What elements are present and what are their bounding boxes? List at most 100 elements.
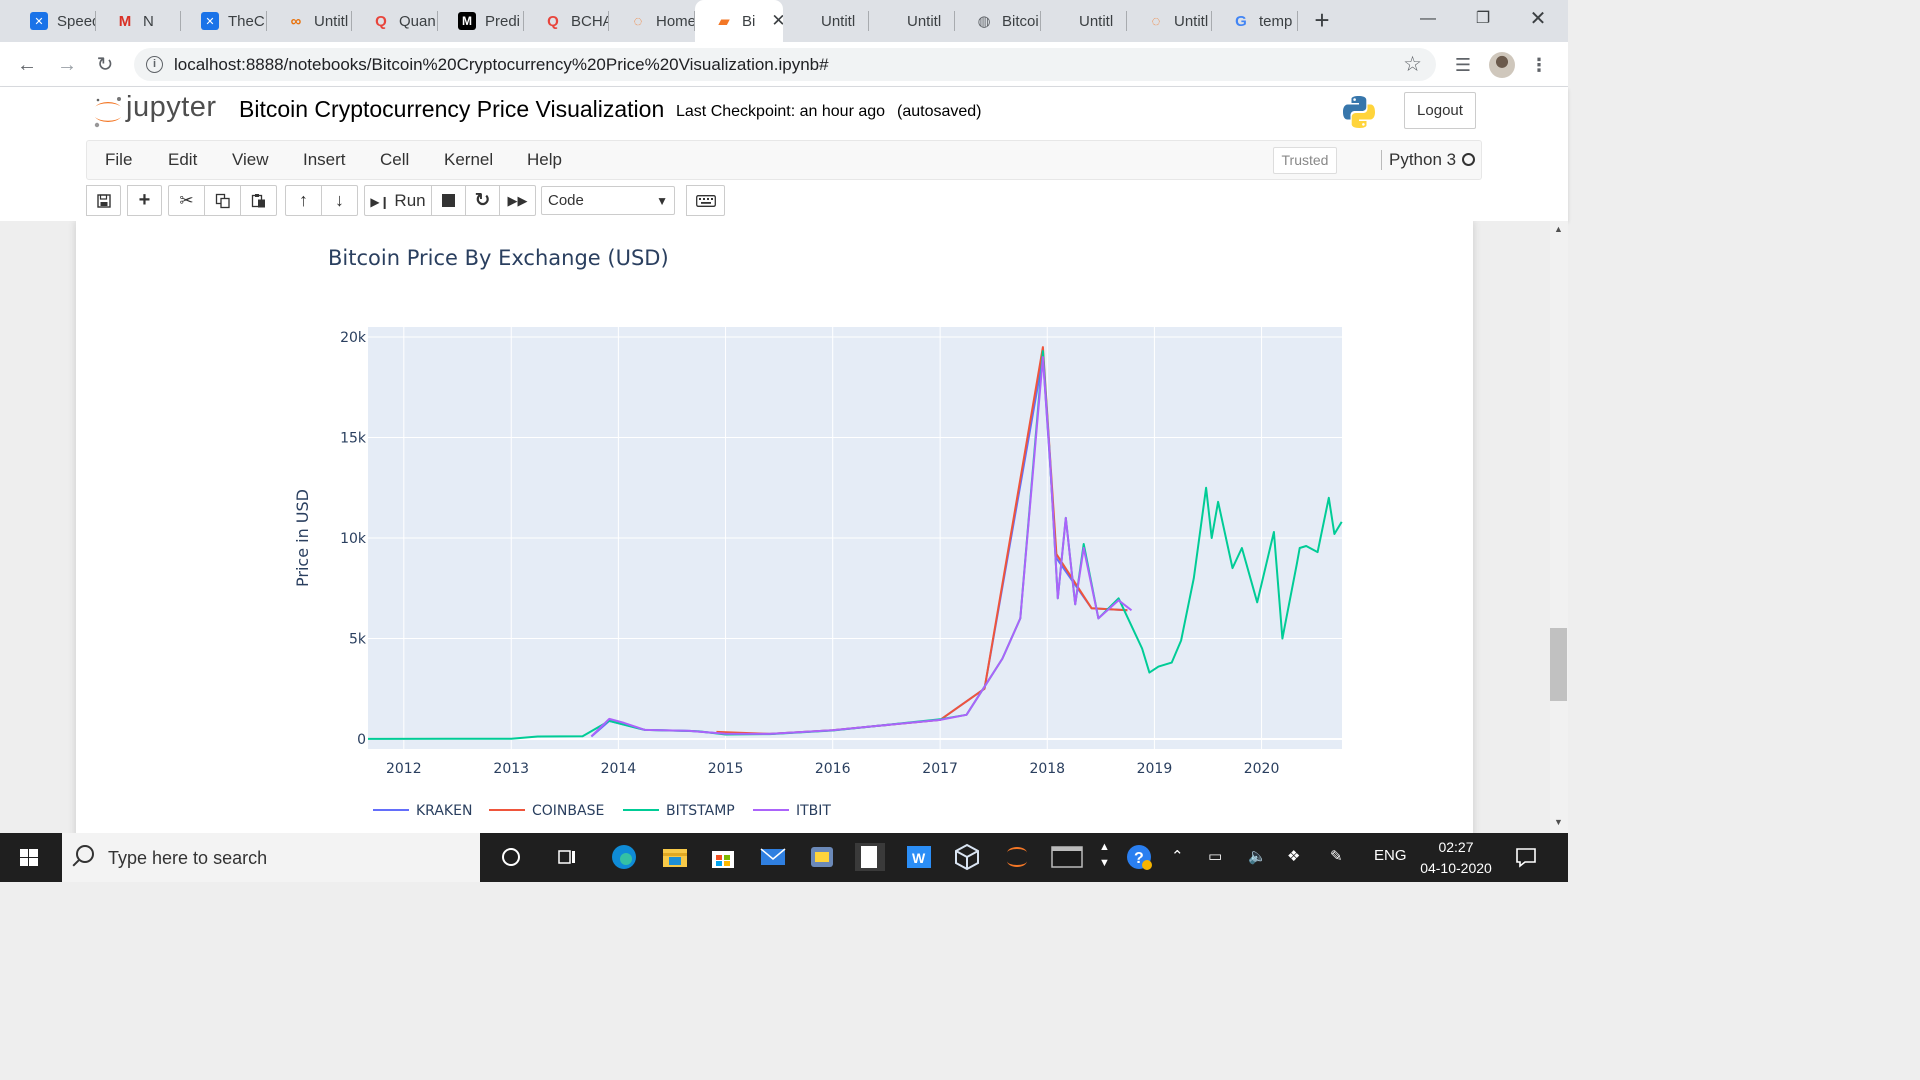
save-button[interactable] (86, 185, 121, 216)
run-cell-button[interactable]: ▶❙ Run (364, 185, 432, 216)
trusted-indicator[interactable]: Trusted (1273, 147, 1337, 174)
browser-tab-2[interactable]: ✕ TheC (181, 0, 267, 42)
volume-icon[interactable]: 🔈 (1248, 848, 1267, 865)
notifications-icon[interactable] (1512, 843, 1540, 871)
notepad-icon[interactable] (855, 843, 885, 871)
pen-icon[interactable]: ✎ (1330, 848, 1343, 865)
move-down-button[interactable]: ↓ (321, 185, 358, 216)
address-bar[interactable]: i localhost:8888/notebooks/Bitcoin%20Cry… (134, 48, 1436, 81)
battery-icon[interactable]: ▭ (1208, 848, 1223, 865)
close-window-button[interactable]: ✕ (1529, 8, 1547, 30)
interrupt-kernel-button[interactable] (431, 185, 466, 216)
jupyter-logo-icon[interactable] (90, 94, 126, 130)
browser-tab-0[interactable]: ✕ Speed (10, 0, 96, 42)
menu-cell[interactable]: Cell (380, 150, 410, 169)
browser-tab-9[interactable]: Untitl (783, 0, 869, 42)
new-tab-button[interactable]: + (1314, 5, 1330, 35)
stop-icon (442, 194, 455, 207)
browser-tab-7[interactable]: ◌ Home (609, 0, 695, 42)
browser-tab-13[interactable]: ◌ Untitl (1127, 0, 1212, 42)
close-tab-icon[interactable]: ✕ (771, 11, 783, 30)
edge-browser-icon[interactable] (610, 843, 638, 871)
series-line-itbit[interactable] (590, 356, 1133, 738)
colab-icon: ∞ (290, 12, 302, 30)
notebook-menubar: File Edit View Insert Cell Kernel Help T… (86, 140, 1482, 180)
site-info-icon[interactable]: i (146, 56, 163, 73)
dropbox-icon[interactable]: ❖ (1287, 848, 1301, 865)
menu-help[interactable]: Help (527, 150, 562, 169)
browser-tab-8[interactable]: ▰ Bi ✕ (695, 0, 783, 42)
browser-tab-4[interactable]: Q Quan (352, 0, 438, 42)
copy-cells-button[interactable] (204, 185, 241, 216)
help-badge-icon[interactable]: ? (1125, 843, 1153, 871)
menu-view[interactable]: View (232, 150, 269, 169)
restart-kernel-button[interactable]: ↻ (465, 185, 500, 216)
x-icon: ✕ (201, 12, 219, 30)
browser-tab-11[interactable]: ◍ Bitcoi (955, 0, 1041, 42)
restart-run-all-button[interactable]: ▶▶ (499, 185, 536, 216)
address-url[interactable]: localhost:8888/notebooks/Bitcoin%20Crypt… (174, 55, 829, 74)
reload-icon[interactable]: ↻ (96, 54, 114, 76)
menu-insert[interactable]: Insert (303, 150, 346, 169)
scroll-down-arrow-icon[interactable]: ▼ (1554, 817, 1563, 827)
python-app-icon[interactable] (808, 843, 836, 871)
legend-item-coinbase[interactable]: COINBASE (489, 803, 604, 819)
notebook-title[interactable]: Bitcoin Cryptocurrency Price Visualizati… (239, 96, 665, 122)
taskbar-overflow-chevrons-icon[interactable]: ▲ ▼ (1099, 841, 1110, 869)
command-palette-button[interactable] (686, 185, 725, 216)
browser-tab-5[interactable]: M Predi (438, 0, 524, 42)
jupyter-taskbar-icon[interactable] (1003, 843, 1031, 871)
move-up-button[interactable]: ↑ (285, 185, 322, 216)
cortana-icon[interactable] (497, 843, 525, 871)
browser-tab-3[interactable]: ∞ Untitl (267, 0, 352, 42)
x-icon: ✕ (30, 12, 48, 30)
tab-separator (608, 11, 609, 31)
store-icon[interactable] (709, 843, 737, 871)
menu-kernel[interactable]: Kernel (444, 150, 494, 169)
vertical-scrollbar[interactable]: ▲ ▼ (1550, 221, 1568, 833)
system-clock[interactable]: 02:27 04-10-2020 (1408, 837, 1504, 879)
cut-cells-button[interactable]: ✂ (168, 185, 205, 216)
browser-tab-12[interactable]: Untitl (1041, 0, 1127, 42)
bookmark-star-icon[interactable]: ☆ (1403, 53, 1422, 76)
legend-item-kraken[interactable]: KRAKEN (373, 803, 472, 819)
start-button[interactable] (0, 833, 58, 882)
media-control-icon[interactable]: ☰ (1454, 55, 1472, 75)
tab-title: TheC (228, 12, 265, 30)
task-view-icon[interactable] (553, 843, 581, 871)
mail-icon[interactable] (759, 843, 787, 871)
file-explorer-icon[interactable] (661, 843, 689, 871)
tab-title: Predi (485, 12, 521, 30)
logout-button[interactable]: Logout (1404, 92, 1476, 129)
minimize-button[interactable]: — (1420, 10, 1436, 27)
legend-item-bitstamp[interactable]: BITSTAMP (623, 803, 735, 819)
tab-separator (868, 11, 869, 31)
back-arrow-icon[interactable]: ← (17, 54, 37, 76)
windows-logo-icon (20, 849, 38, 866)
show-hidden-icons-chevron-icon[interactable]: ⌃ (1171, 848, 1184, 865)
menu-edit[interactable]: Edit (168, 150, 198, 169)
menu-file[interactable]: File (105, 150, 133, 169)
taskbar-search-box[interactable]: Type here to search (62, 833, 480, 882)
cell-type-select[interactable]: Code ▼ (541, 186, 675, 215)
browser-tab-6[interactable]: Q BCHA (524, 0, 609, 42)
terminal-icon[interactable] (1051, 843, 1083, 871)
restore-button[interactable]: ❐ (1475, 10, 1491, 27)
scroll-up-arrow-icon[interactable]: ▲ (1554, 224, 1563, 234)
language-indicator[interactable]: ENG (1374, 847, 1407, 864)
scrollbar-thumb[interactable] (1550, 628, 1567, 701)
forward-arrow-icon[interactable]: → (57, 54, 77, 76)
insert-cell-button[interactable]: + (127, 185, 162, 216)
browser-tab-strip: + — ❐ ✕ ✕SpeedMN✕TheC∞UntitlQQuanMPrediQ… (0, 0, 1568, 42)
virtualbox-icon[interactable] (953, 843, 981, 871)
profile-avatar[interactable] (1489, 52, 1515, 78)
legend-item-itbit[interactable]: ITBIT (753, 803, 831, 819)
browser-menu-icon[interactable]: ⋮ (1530, 55, 1548, 75)
paste-cells-button[interactable] (240, 185, 277, 216)
notebook-scroll-area[interactable]: Bitcoin Price By Exchange (USD) 2012 2013… (0, 221, 1550, 833)
word-app-icon[interactable]: W (905, 843, 933, 871)
x-tick-label: 2016 (815, 761, 851, 777)
browser-tab-10[interactable]: Untitl (869, 0, 955, 42)
